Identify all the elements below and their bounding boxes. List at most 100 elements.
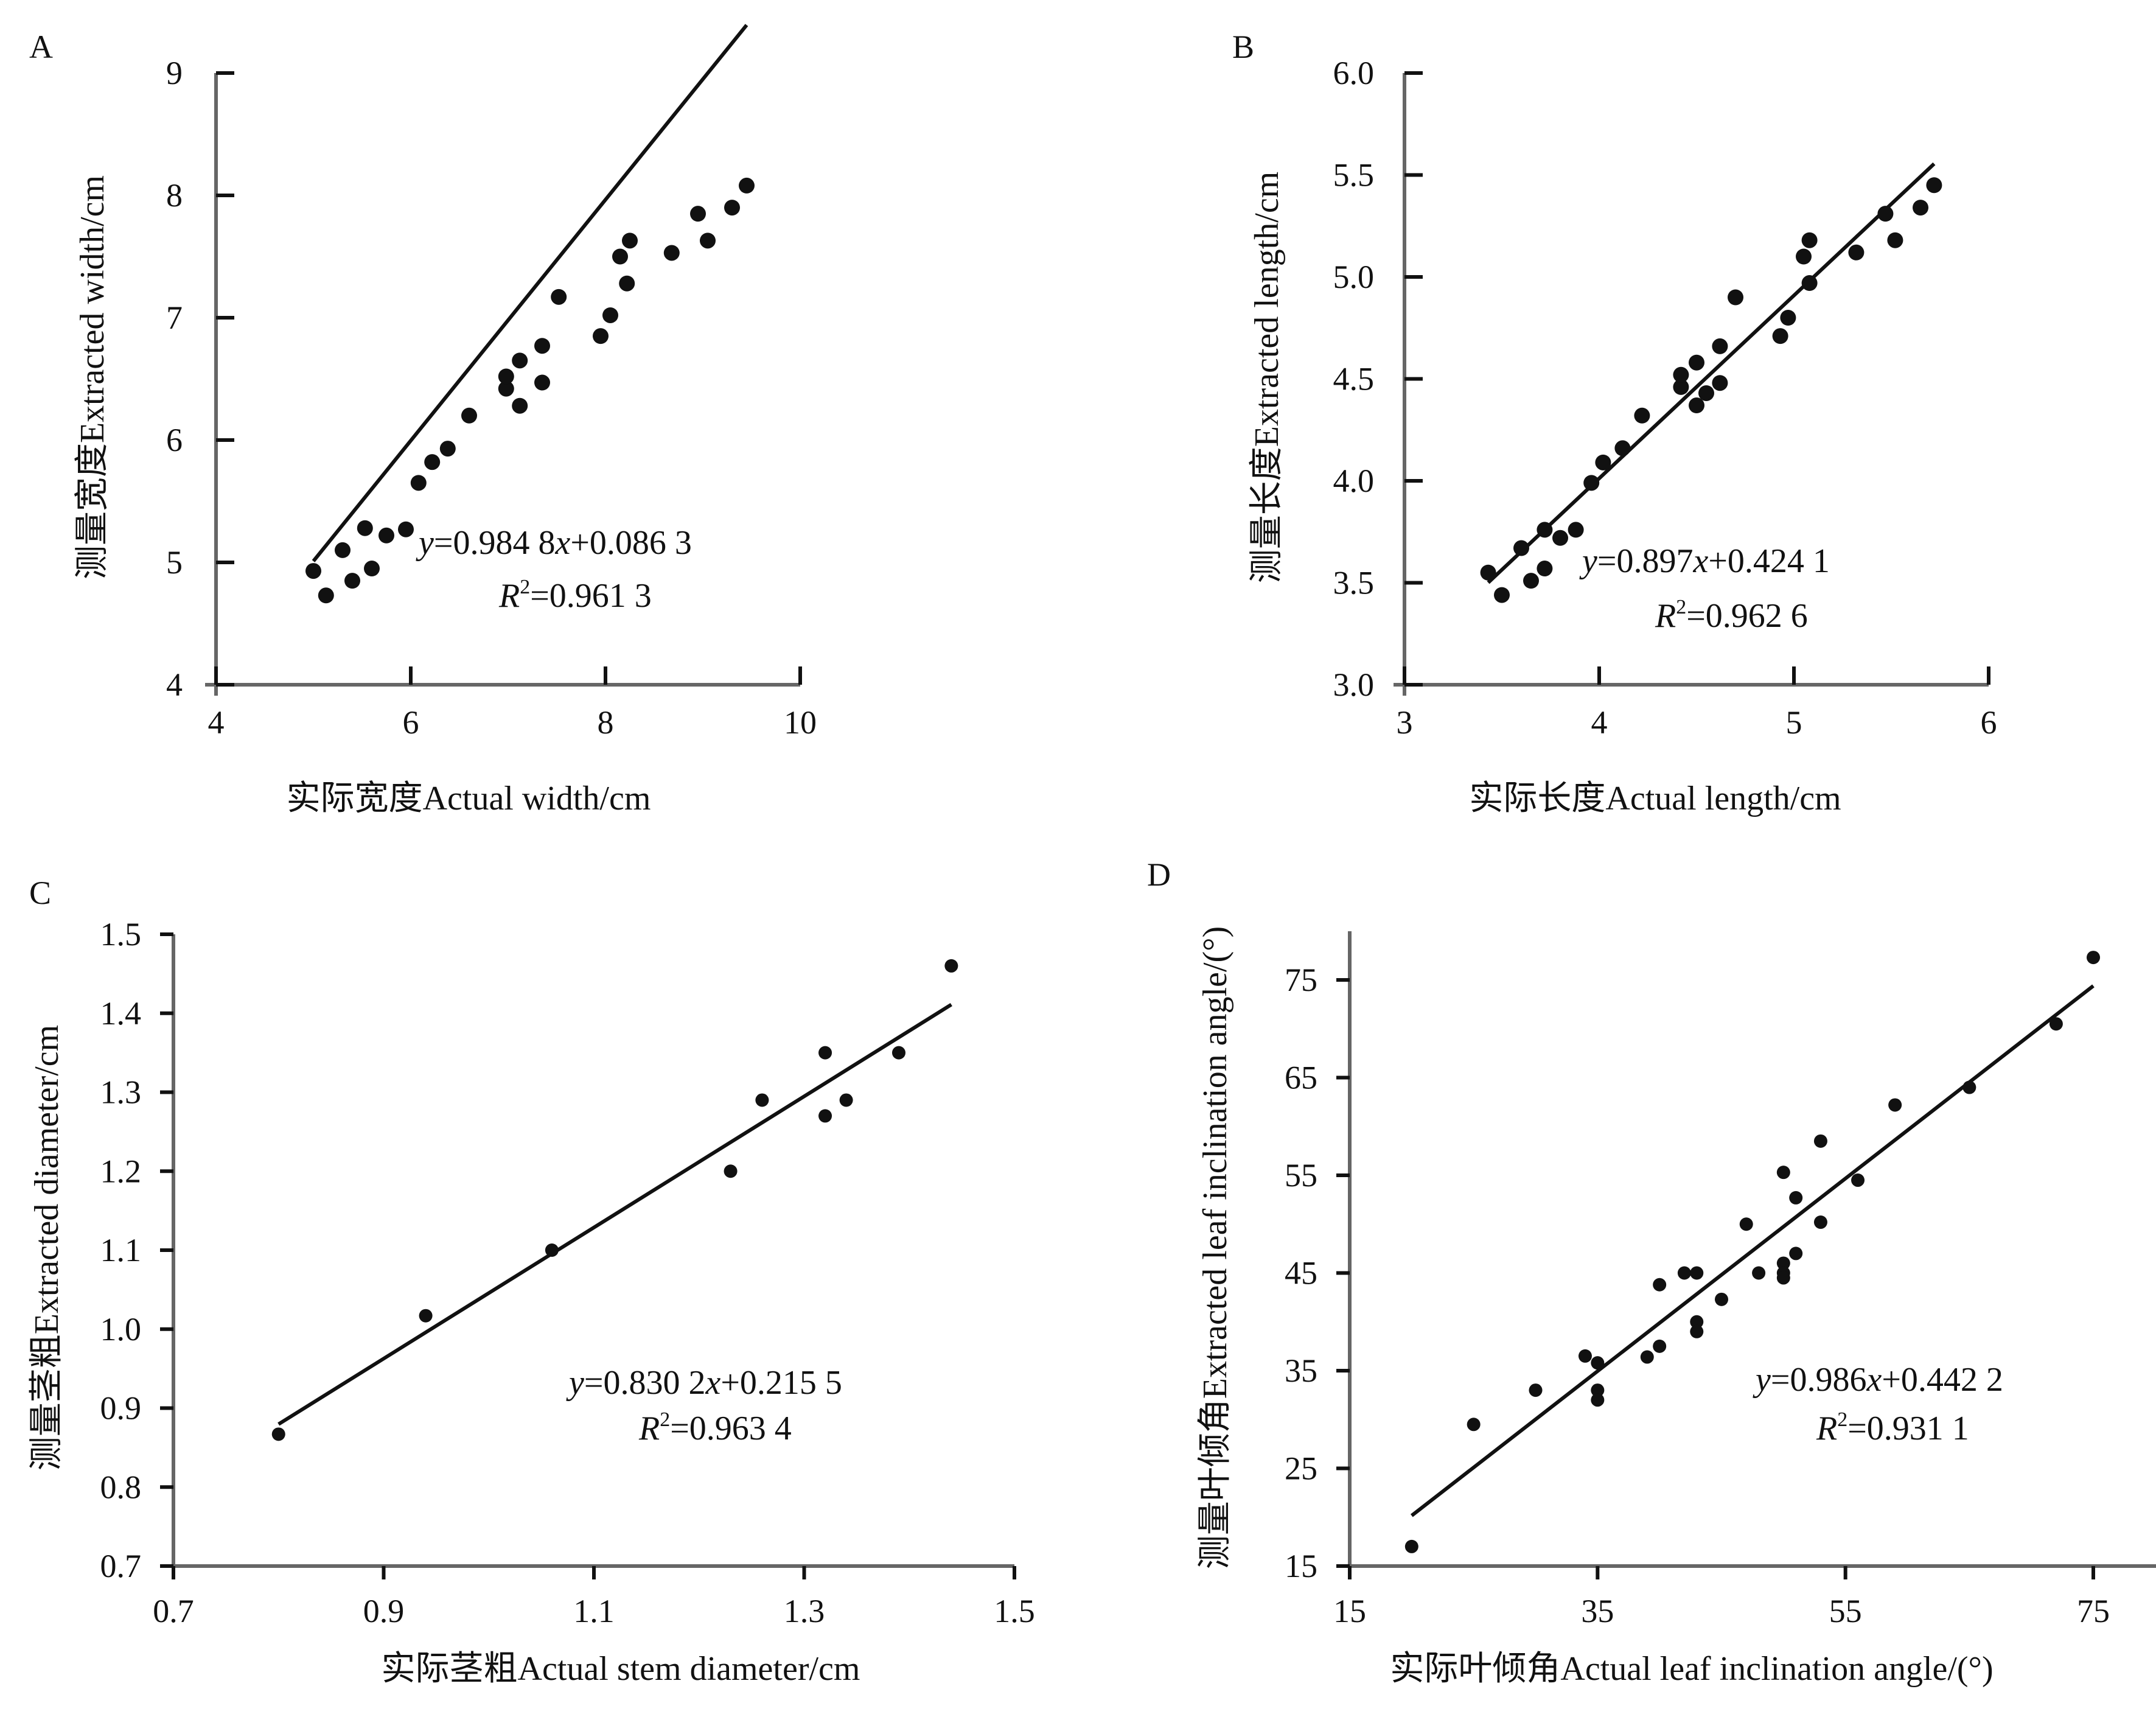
r2-value-b: =0.962 6 [1686,597,1808,635]
x-axis-title-b: 实际长度Actual length/cm [1469,780,1841,817]
eq-x-var-c: x [705,1364,720,1402]
r2-var-b: R [1655,597,1676,635]
r2-var-d: R [1816,1410,1837,1447]
y-axis-title-d: 测量叶倾角Extracted leaf inclination angle/(°… [1196,926,1234,1569]
eq-x-var-b: x [1692,542,1708,580]
y-tick-label-c-1: 0.8 [100,1469,142,1505]
data-point-b-5 [1537,561,1552,576]
data-point-b-16 [1698,385,1714,401]
y-tick-label-b-0: 3.0 [1333,666,1375,703]
data-point-a-15 [512,352,528,368]
data-point-b-15 [1689,355,1704,371]
y-tick-label-b-4: 5.0 [1333,259,1375,295]
data-point-a-13 [498,368,514,384]
data-point-d-7 [1641,1351,1654,1364]
data-point-a-23 [622,233,638,248]
data-point-c-2 [545,1243,559,1257]
data-point-a-18 [551,289,567,305]
data-point-b-26 [1877,206,1893,222]
x-axis-title-c: 实际茎粗Actual stem diameter/cm [382,1650,860,1688]
data-point-b-18 [1712,338,1728,354]
eq-x-var-d: x [1866,1361,1882,1399]
data-point-a-24 [664,245,680,261]
data-point-b-2 [1513,540,1529,556]
data-point-d-14 [1715,1293,1728,1306]
r2-sup-b: 2 [1676,596,1686,618]
y-tick-label-b-2: 4.0 [1333,463,1375,499]
panel-d: 1525354555657515 35 55 75D实际叶倾角Actual leaf … [1147,856,2156,1688]
data-point-d-23 [1814,1135,1827,1148]
data-point-b-1 [1494,587,1510,603]
y-axis-title-c: 测量茎粗Extracted diameter/cm [28,1025,66,1470]
data-point-a-26 [700,233,716,248]
y-tick-label-c-6: 1.3 [100,1074,142,1111]
data-point-d-20 [1777,1271,1790,1285]
data-point-a-0 [305,563,321,579]
data-point-b-21 [1780,310,1796,326]
eq-intercept-b: +0.424 1 [1708,542,1830,580]
r2-var-c: R [638,1410,660,1447]
r-squared-d: R2=0.931 1 [1816,1408,1969,1447]
y-tick-label-b-1: 3.5 [1333,565,1375,601]
x-tick-label-d-2: 55 [1829,1593,1862,1629]
data-point-a-5 [364,561,380,576]
data-point-d-13 [1690,1325,1703,1338]
y-tick-label-d-6: 75 [1285,962,1317,998]
panel-label-a: A [29,29,53,65]
data-point-b-28 [1913,200,1928,215]
x-tick-label-d-3: 75 [2077,1593,2110,1629]
panel-label-b: B [1232,29,1254,65]
data-point-c-5 [818,1046,832,1060]
data-point-b-29 [1926,177,1942,193]
regression-equation-a: y=0.984 8x+0.086 3 [416,524,692,562]
data-point-c-6 [818,1109,832,1122]
x-tick-label-b-2: 5 [1786,704,1802,741]
y-tick-label-a-5: 9 [166,55,183,91]
x-tick-label-b-0: 3 [1397,704,1413,741]
x-tick-label-c-2: 1.1 [573,1593,615,1629]
data-point-d-21 [1789,1191,1802,1205]
data-point-a-14 [512,398,528,414]
eq-x-var-a: x [554,524,570,562]
data-point-d-28 [2050,1017,2063,1030]
x-axis-title-d: 实际叶倾角Actual leaf inclination angle/(°) [1390,1650,1993,1688]
y-tick-label-b-3: 4.5 [1333,361,1375,397]
data-point-d-6 [1591,1393,1604,1407]
y-tick-label-a-4: 8 [166,177,183,214]
data-point-b-24 [1802,275,1818,291]
data-point-d-26 [1888,1098,1902,1111]
y-tick-label-b-6: 6.0 [1333,55,1375,91]
r2-sup-c: 2 [660,1408,670,1431]
y-tick-label-d-5: 65 [1285,1060,1317,1096]
regression-equation-d: y=0.986x+0.442 2 [1753,1361,2003,1399]
r-squared-b: R2=0.962 6 [1655,596,1808,635]
y-tick-label-c-0: 0.7 [100,1548,142,1584]
data-point-c-9 [944,959,958,973]
data-point-d-15 [1740,1217,1753,1231]
data-point-d-22 [1789,1247,1802,1260]
y-tick-label-a-1: 5 [166,544,183,581]
data-point-b-0 [1481,565,1496,581]
data-point-b-22 [1796,249,1812,265]
data-point-c-7 [840,1093,853,1107]
eq-intercept-d: +0.442 2 [1882,1361,2003,1399]
data-point-d-9 [1653,1278,1666,1292]
data-point-a-9 [424,454,440,470]
data-point-d-24 [1814,1215,1827,1229]
data-point-a-1 [318,587,334,603]
r2-var-a: R [498,577,520,615]
eq-y-var-d: y [1753,1361,1771,1399]
r-squared-a: R2=0.961 3 [498,576,652,615]
data-point-a-22 [619,276,635,292]
y-tick-label-b-5: 5.5 [1333,157,1375,194]
x-axis-title-a: 实际宽度Actual width/cm [287,780,651,817]
data-point-a-4 [357,520,373,536]
eq-slope-a: =0.984 8 [434,524,556,562]
data-point-b-17 [1712,375,1728,391]
regression-equation-c: y=0.830 2x+0.215 5 [566,1364,842,1402]
data-point-a-21 [612,249,628,265]
r-squared-c: R2=0.963 4 [638,1408,792,1447]
data-point-b-9 [1595,455,1611,470]
x-tick-label-c-3: 1.3 [784,1593,825,1629]
data-point-d-2 [1529,1383,1543,1397]
